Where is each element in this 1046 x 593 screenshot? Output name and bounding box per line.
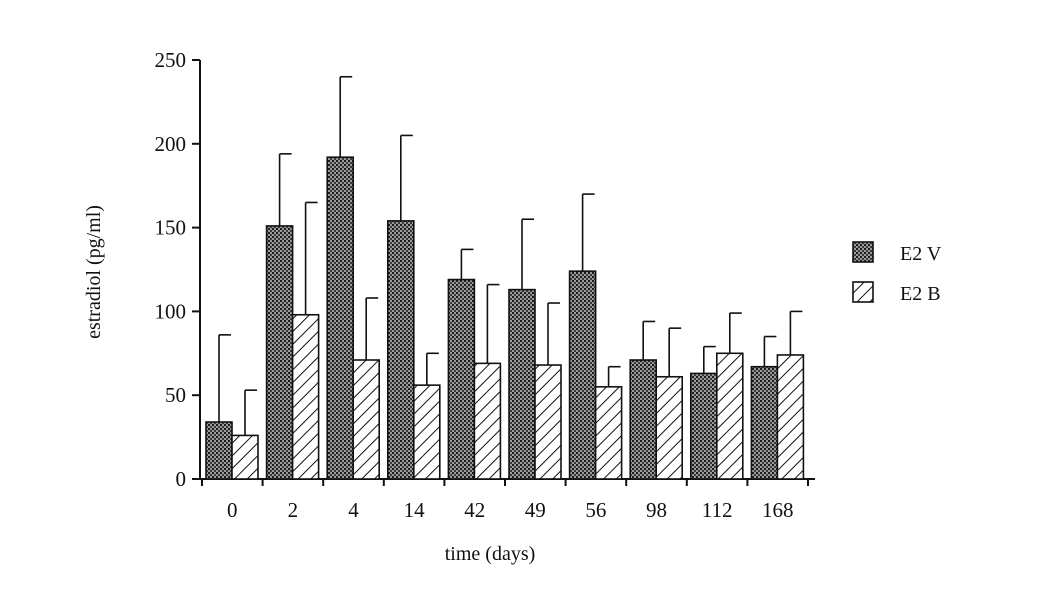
- x-tick-label: 2: [288, 498, 299, 522]
- y-tick-label: 150: [155, 216, 187, 240]
- x-tick-label: 56: [585, 498, 606, 522]
- y-tick-label: 0: [176, 467, 187, 491]
- x-tick-label: 0: [227, 498, 238, 522]
- legend-label: E2 V: [900, 243, 942, 265]
- y-tick-label: 200: [155, 132, 187, 156]
- bar-e2-v: [386, 220, 415, 480]
- bar-e2-b: [715, 352, 744, 480]
- bar-e2-b: [594, 386, 623, 480]
- bar-e2-b: [655, 375, 684, 480]
- bar-e2-b: [412, 384, 441, 480]
- legend-swatch-e2-v: [852, 241, 874, 263]
- y-axis-title: estradiol (pg/ml): [83, 205, 105, 339]
- x-tick-label: 14: [404, 498, 426, 522]
- legend: E2 V E2 B: [852, 241, 942, 305]
- x-tick-label: 112: [702, 498, 733, 522]
- bar-group: [205, 156, 805, 480]
- bar-e2-v: [629, 359, 658, 480]
- y-tick-label: 50: [165, 383, 186, 407]
- x-axis: 0 2 4 14 42 49 56 98 112 168: [200, 478, 815, 522]
- legend-label: E2 B: [900, 283, 941, 305]
- y-tick-label: 100: [155, 299, 187, 323]
- bar-e2-v: [508, 288, 536, 480]
- bar-e2-v: [689, 372, 718, 480]
- error-bar-group: [218, 75, 803, 436]
- bar-e2-b: [231, 434, 259, 480]
- bar-e2-b: [291, 313, 320, 480]
- bar-e2-b: [352, 359, 381, 480]
- bar-e2-b: [776, 354, 805, 480]
- x-axis-title: time (days): [445, 543, 536, 565]
- x-tick-label: 168: [762, 498, 794, 522]
- x-tick-label: 49: [525, 498, 546, 522]
- x-tick-label: 4: [348, 498, 359, 522]
- y-axis: 0 50 100 150 200 250: [155, 48, 201, 491]
- legend-swatch-e2-b: [852, 281, 874, 303]
- x-tick-label: 98: [646, 498, 667, 522]
- bar-e2-v: [447, 278, 476, 480]
- bar-e2-b: [473, 362, 502, 480]
- x-tick-label: 42: [464, 498, 485, 522]
- bar-e2-v: [265, 225, 294, 480]
- bar-e2-v: [750, 365, 779, 480]
- y-tick-label: 250: [155, 48, 187, 72]
- bar-e2-v: [326, 156, 355, 480]
- bar-e2-v: [205, 421, 233, 480]
- bar-e2-b: [534, 364, 562, 480]
- bar-e2-v: [568, 270, 597, 480]
